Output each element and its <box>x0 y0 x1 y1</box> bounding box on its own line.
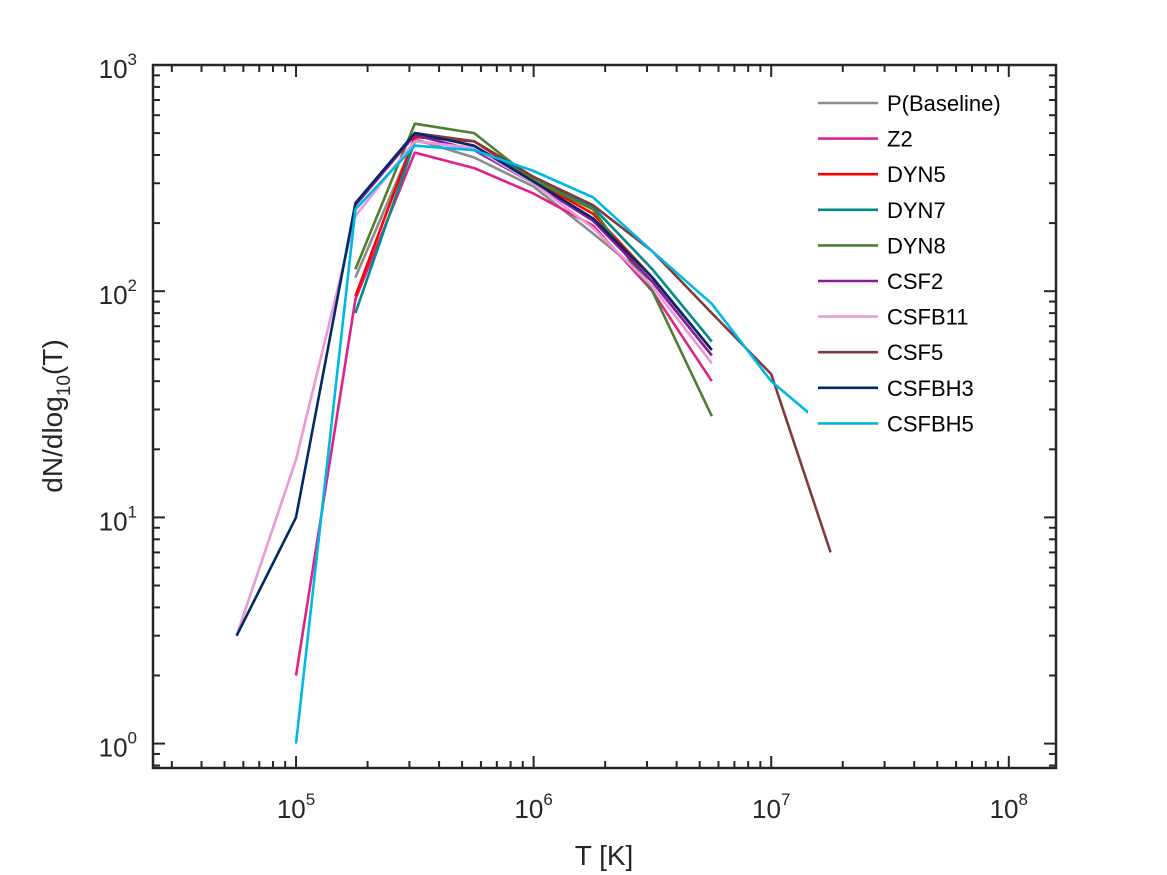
legend-item-dyn5: DYN5 <box>818 162 946 187</box>
legend-item-csf5: CSF5 <box>818 340 943 365</box>
series-line-csfbh5 <box>294 144 832 744</box>
legend-item-csf2: CSF2 <box>818 269 943 294</box>
legend-item-csfbh3: CSFBH3 <box>818 376 974 401</box>
legend-label: CSF2 <box>887 269 943 294</box>
x-tick-label: 108 <box>990 790 1028 824</box>
y-tick-label: 102 <box>99 276 137 310</box>
tick-labels-group: 105 106 107 108 100 101 102 103 <box>99 50 1028 824</box>
legend-item-z2: Z2 <box>818 127 913 152</box>
y-axis-title-main: dN/dlog <box>37 396 68 493</box>
legend-label: DYN8 <box>887 233 946 258</box>
legend-background <box>808 84 1040 442</box>
legend-label: P(Baseline) <box>887 91 1001 116</box>
x-axis-title: T [K] <box>575 840 634 871</box>
legend-label: CSFBH5 <box>887 411 974 436</box>
legend-label: CSFBH3 <box>887 376 974 401</box>
series-line-dyn8 <box>354 122 713 417</box>
series-line-z2 <box>294 151 713 676</box>
y-axis-title: dN/dlog10(T) <box>37 339 75 492</box>
y-axis-title-sub: 10 <box>54 375 75 396</box>
series-line-csfbh3 <box>235 131 713 637</box>
legend-item-p-baseline: P(Baseline) <box>818 91 1001 116</box>
y-axis-title-tail: (T) <box>37 339 68 375</box>
y-tick-label: 103 <box>99 50 137 84</box>
x-tick-label: 107 <box>752 790 790 824</box>
legend-label: CSFB11 <box>887 305 969 330</box>
legend-item-csfb11: CSFB11 <box>818 305 969 330</box>
legend-label: CSF5 <box>887 340 943 365</box>
x-tick-label: 105 <box>277 790 315 824</box>
x-tick-label: 106 <box>514 790 552 824</box>
plot-frame <box>151 63 1058 770</box>
y-tick-label: 101 <box>99 502 137 536</box>
legend: P(Baseline) Z2 DYN5 DYN7 DYN8 CSF2 CSFB11 CSF5 C… <box>808 84 1040 442</box>
legend-item-csfbh5: CSFBH5 <box>818 411 974 436</box>
y-tick-label: 100 <box>99 729 137 763</box>
series-line-csfb11 <box>235 140 713 637</box>
legend-item-dyn7: DYN7 <box>818 198 946 223</box>
legend-label: DYN5 <box>887 162 946 187</box>
legend-label: Z2 <box>887 127 913 152</box>
series-group <box>235 122 832 744</box>
legend-label: DYN7 <box>887 198 946 223</box>
legend-item-dyn8: DYN8 <box>818 233 946 258</box>
